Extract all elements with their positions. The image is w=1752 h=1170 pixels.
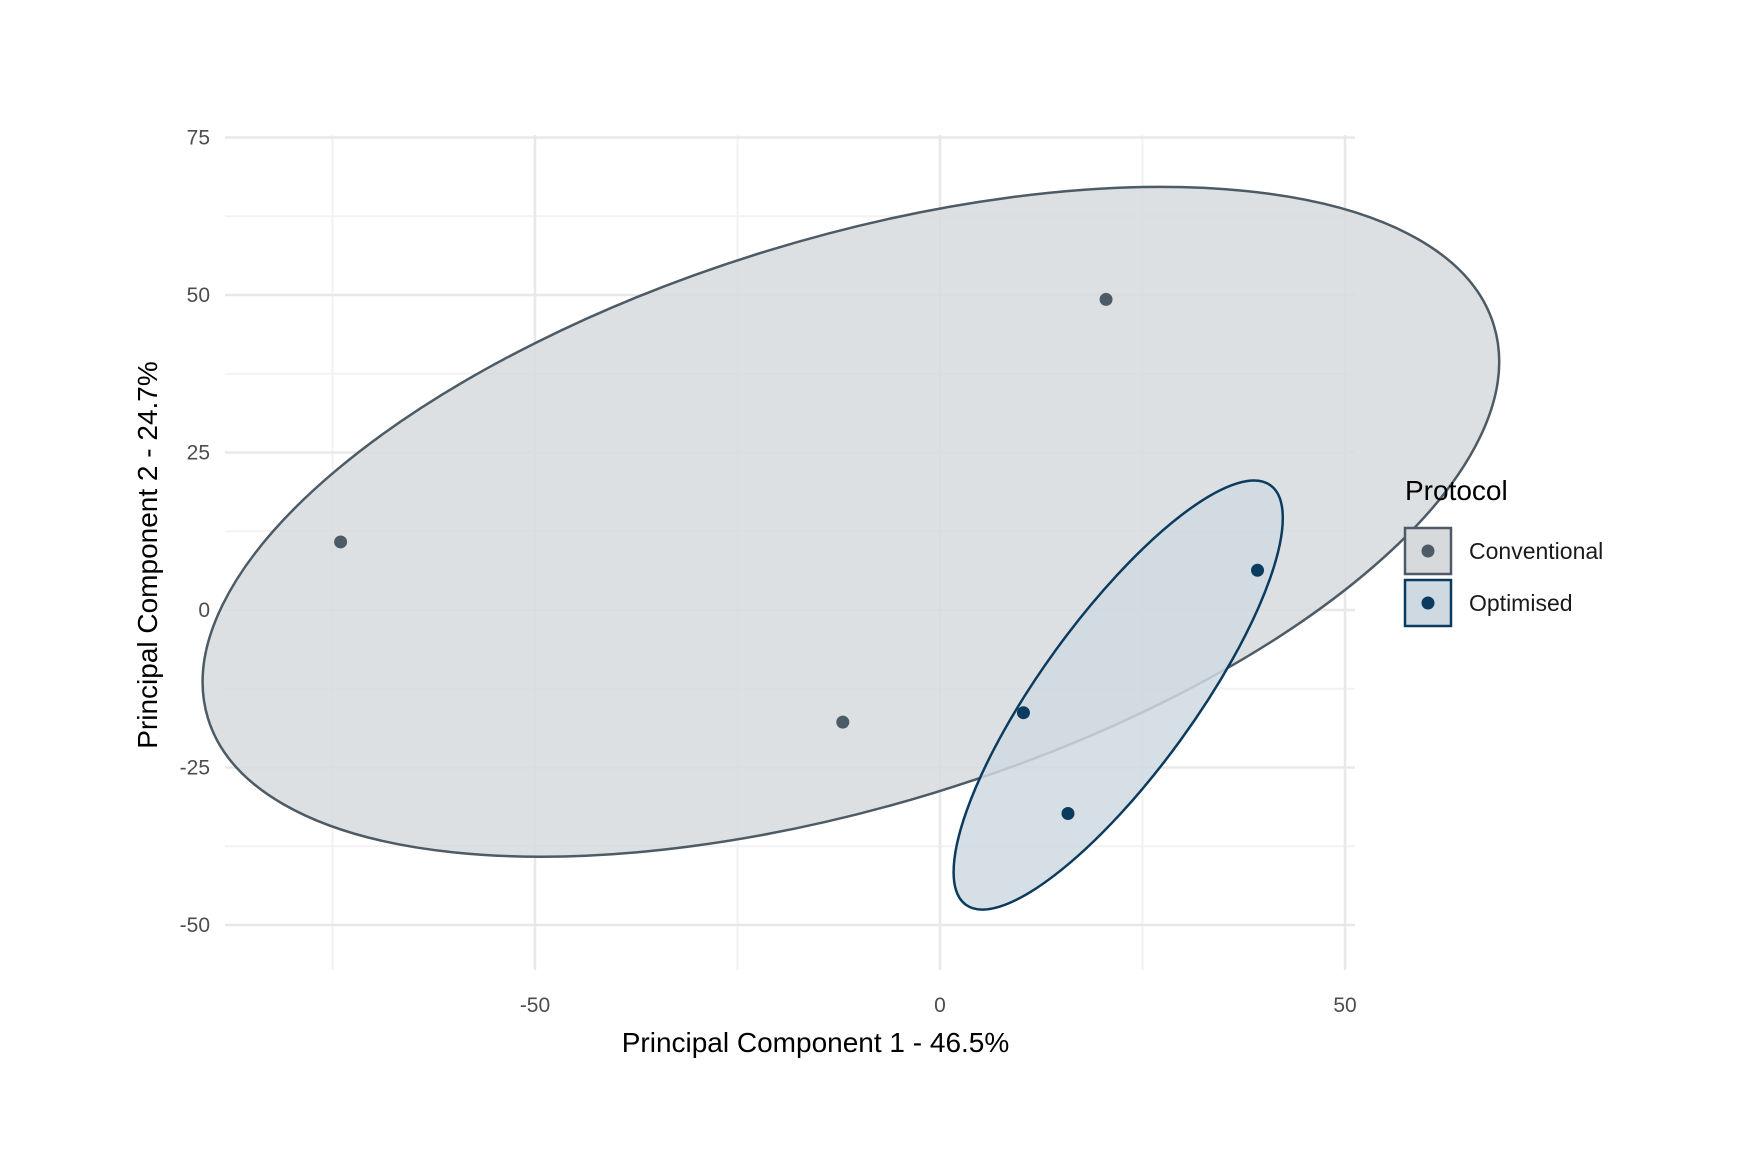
y-tick-label: -50 xyxy=(180,914,210,937)
legend-label-conventional: Conventional xyxy=(1469,538,1603,564)
data-point-conventional xyxy=(836,715,850,729)
y-tick-label: -25 xyxy=(180,757,210,780)
legend-key-point-conventional xyxy=(1421,544,1435,558)
x-tick-label: 50 xyxy=(1333,994,1356,1017)
x-tick-label: 0 xyxy=(934,994,946,1017)
confidence-ellipse-conventional xyxy=(201,185,1501,858)
x-axis-title: Principal Component 1 - 46.5% xyxy=(622,1027,1010,1058)
x-tick-label: -50 xyxy=(520,994,550,1017)
confidence-ellipse-optimised xyxy=(952,479,1285,911)
legend-label-optimised: Optimised xyxy=(1469,590,1573,616)
legend-title: Protocol xyxy=(1405,475,1508,506)
data-point-optimised xyxy=(1251,563,1265,577)
data-point-optimised xyxy=(1016,706,1030,720)
data-point-optimised xyxy=(1061,806,1075,820)
y-tick-label: 25 xyxy=(187,442,210,465)
y-tick-label: 0 xyxy=(198,599,210,622)
y-tick-label: 75 xyxy=(187,127,210,150)
y-tick-label: 50 xyxy=(187,284,210,307)
data-point-conventional xyxy=(334,535,348,549)
legend-key-point-optimised xyxy=(1421,596,1435,610)
y-axis-title: Principal Component 2 - 24.7% xyxy=(132,361,163,749)
data-point-conventional xyxy=(1099,292,1113,306)
